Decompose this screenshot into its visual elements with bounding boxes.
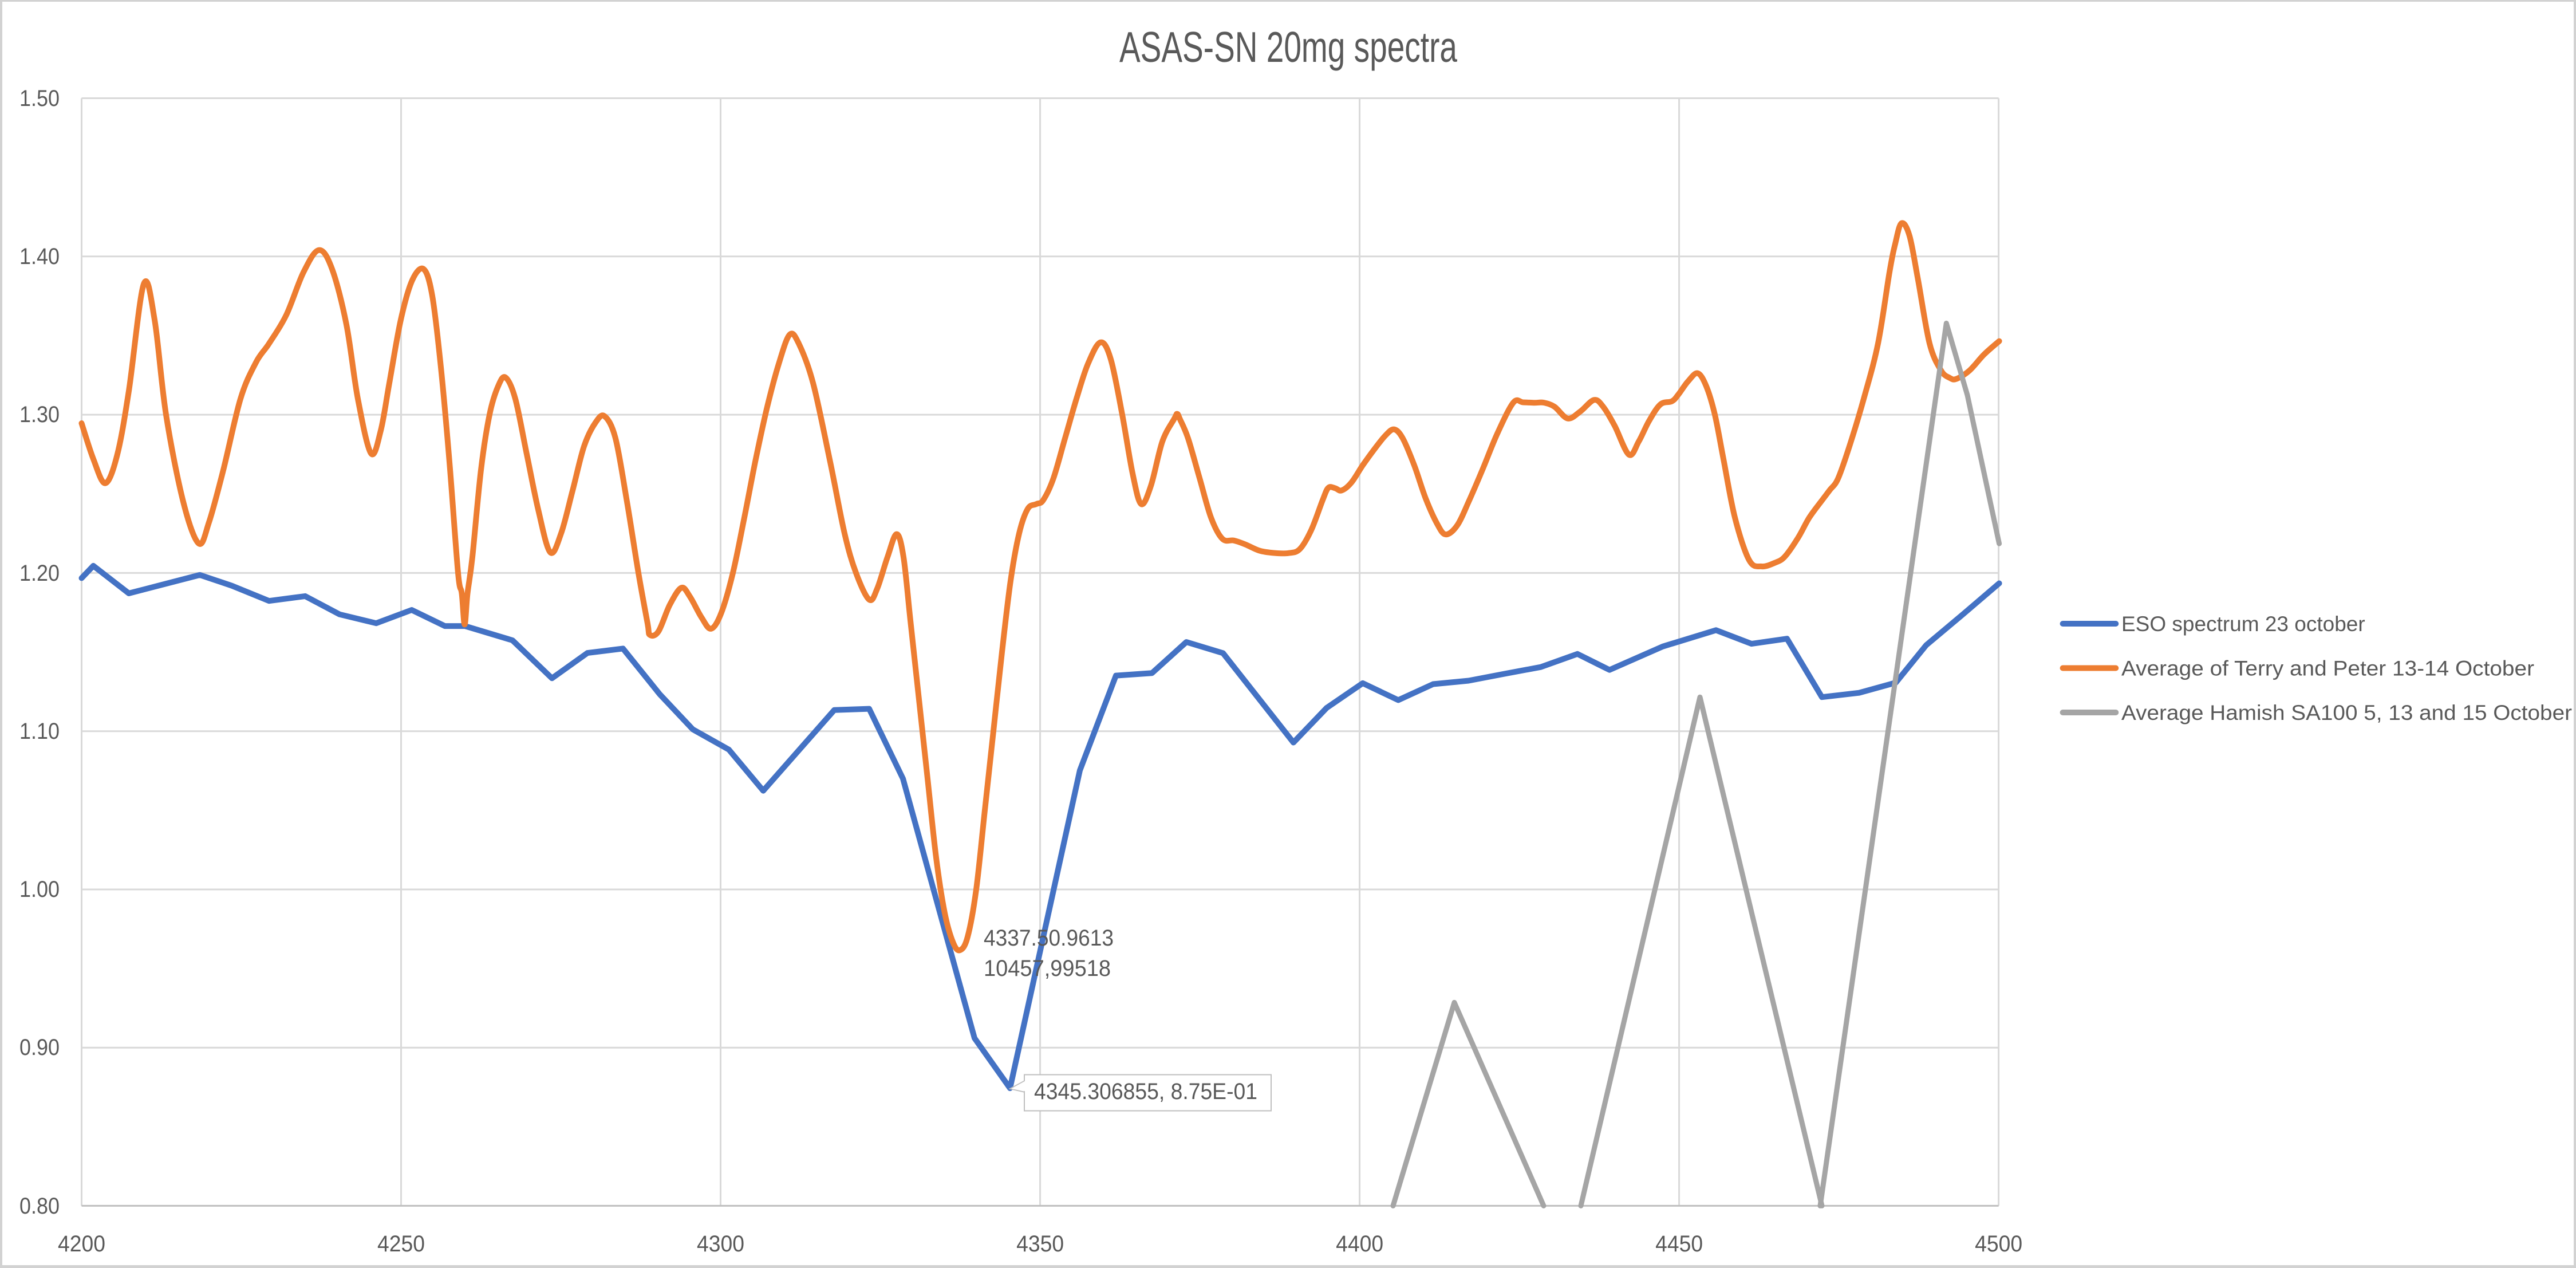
svg-text:4337.50.9613: 4337.50.9613 xyxy=(984,926,1114,951)
svg-text:0.90: 0.90 xyxy=(19,1035,60,1060)
svg-text:Average Hamish SA100 5, 13 and: Average Hamish SA100 5, 13 and 15 Octobe… xyxy=(2121,701,2572,724)
svg-text:4345.306855, 8.75E-01: 4345.306855, 8.75E-01 xyxy=(1034,1079,1257,1104)
svg-text:ESO spectrum 23 october: ESO spectrum 23 october xyxy=(2121,612,2365,636)
svg-text:4400: 4400 xyxy=(1336,1231,1383,1257)
svg-text:10457,99518: 10457,99518 xyxy=(984,956,1111,981)
svg-text:4350: 4350 xyxy=(1016,1231,1064,1257)
svg-text:4300: 4300 xyxy=(697,1231,744,1257)
svg-text:4450: 4450 xyxy=(1655,1231,1703,1257)
svg-text:0.80: 0.80 xyxy=(19,1194,60,1219)
svg-text:1.30: 1.30 xyxy=(19,402,60,427)
svg-text:1.10: 1.10 xyxy=(19,719,60,744)
svg-text:4250: 4250 xyxy=(377,1231,425,1257)
svg-text:1.50: 1.50 xyxy=(19,86,60,111)
svg-text:1.00: 1.00 xyxy=(19,877,60,902)
svg-text:Average of Terry and Peter 13-: Average of Terry and Peter 13-14 October xyxy=(2121,657,2534,680)
svg-text:1.20: 1.20 xyxy=(19,561,60,586)
svg-text:ASAS-SN 20mg spectra: ASAS-SN 20mg spectra xyxy=(1119,23,1457,71)
svg-text:4500: 4500 xyxy=(1975,1231,2022,1257)
svg-text:4200: 4200 xyxy=(58,1231,105,1257)
svg-text:1.40: 1.40 xyxy=(19,244,60,269)
